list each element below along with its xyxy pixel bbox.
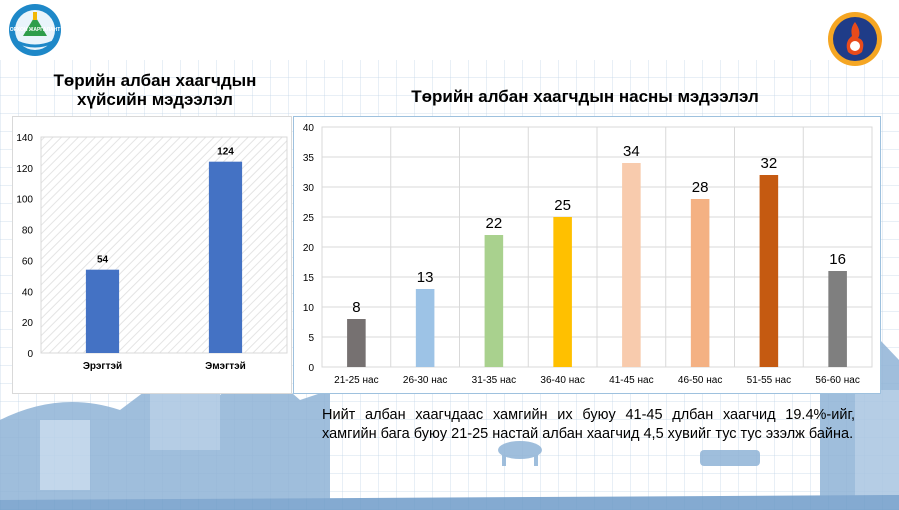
y-tick-label: 40 <box>22 287 34 298</box>
x-tick-label: 21-25 нас <box>334 375 378 386</box>
bar <box>415 289 435 367</box>
y-tick-label: 140 <box>16 133 33 144</box>
x-tick-label: Эрэгтэй <box>83 361 122 372</box>
y-tick-label: 35 <box>303 153 315 164</box>
y-tick-label: 100 <box>16 195 33 206</box>
y-tick-label: 30 <box>303 183 315 194</box>
bar <box>347 319 366 367</box>
gender-chart-title-line-2: хүйсийн мэдээлэл <box>77 90 233 109</box>
data-label: 124 <box>217 147 234 158</box>
fire-emblem-icon <box>828 12 882 66</box>
data-label: 32 <box>761 155 778 172</box>
age-chart-plot: 0 5 10 15 20 25 30 35 40 8 21-25 нас 13 26-30 нас 22 3… <box>303 123 873 386</box>
bar <box>622 163 641 367</box>
y-tick-label: 120 <box>16 164 33 175</box>
y-tick-label: 25 <box>303 213 315 224</box>
x-tick-label: 36-40 нас <box>540 375 584 386</box>
gender-chart-title-line-1: Төрийн албан хаагчдын <box>53 71 257 90</box>
gender-chart-plot: 0 20 40 60 80 100 120 140 54 Эрэгтэй 124 Эмэгтэй <box>16 133 288 372</box>
data-label: 28 <box>692 179 709 196</box>
bar <box>828 271 847 367</box>
age-chart-title: Төрийн албан хаагчдын насны мэдээлэл <box>411 87 759 106</box>
y-tick-label: 40 <box>303 123 315 134</box>
bar <box>690 199 710 367</box>
bar <box>759 175 779 367</box>
data-label: 22 <box>486 215 503 232</box>
x-tick-label: 46-50 нас <box>678 375 722 386</box>
summary-note: Нийт албан хаагчдаас хамгийн их буюу 41-… <box>322 407 855 442</box>
data-label: 25 <box>554 197 571 214</box>
y-tick-label: 20 <box>303 243 315 254</box>
plot-area <box>40 136 288 354</box>
data-label: 34 <box>623 143 640 160</box>
y-tick-label: 80 <box>22 226 34 237</box>
data-label: 13 <box>417 269 434 286</box>
x-tick-label: 31-35 нас <box>472 375 516 386</box>
y-tick-label: 20 <box>22 318 34 329</box>
bar <box>553 217 572 367</box>
y-tick-label: 5 <box>308 333 314 344</box>
x-tick-label: Эмэгтэй <box>205 361 246 372</box>
gender-chart: 0 20 40 60 80 100 120 140 54 Эрэгтэй 124 Эмэгтэй <box>12 116 292 394</box>
y-tick-label: 0 <box>308 363 314 374</box>
left-logo-text: ОРХОН ЖАРГАЛАНТ <box>9 27 61 33</box>
x-tick-label: 56-60 нас <box>815 375 859 386</box>
data-label: 8 <box>352 299 360 316</box>
gender-chart-title: Төрийн албан хаагчдын хүйсийн мэдээлэл <box>20 71 290 109</box>
y-tick-label: 15 <box>303 273 315 284</box>
x-tick-label: 51-55 нас <box>747 375 791 386</box>
data-label: 54 <box>97 255 109 266</box>
y-tick-label: 10 <box>303 303 315 314</box>
x-tick-label: 41-45 нас <box>609 375 653 386</box>
bar <box>85 269 120 353</box>
orkhon-emblem-icon <box>9 4 61 56</box>
bar <box>484 235 504 367</box>
bar <box>208 161 243 353</box>
age-chart: 0 5 10 15 20 25 30 35 40 8 21-25 нас 13 26-30 нас 22 3… <box>293 116 881 394</box>
x-tick-label: 26-30 нас <box>403 375 447 386</box>
data-label: 16 <box>829 251 846 268</box>
y-tick-label: 0 <box>27 349 33 360</box>
y-tick-label: 60 <box>22 256 34 267</box>
